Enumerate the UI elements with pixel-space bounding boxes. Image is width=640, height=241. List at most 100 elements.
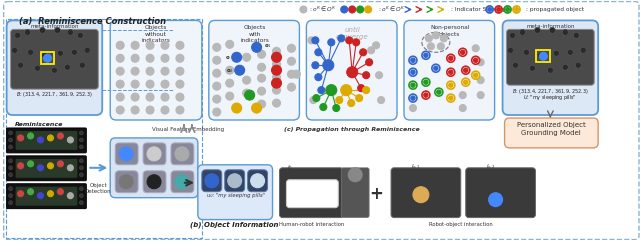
Circle shape [575, 62, 581, 68]
Circle shape [477, 92, 484, 99]
Circle shape [243, 89, 251, 97]
Circle shape [320, 104, 327, 111]
Circle shape [40, 27, 45, 33]
Circle shape [573, 32, 579, 38]
Circle shape [146, 80, 154, 88]
Circle shape [424, 53, 428, 57]
Circle shape [58, 161, 63, 167]
Circle shape [447, 94, 455, 102]
Circle shape [315, 74, 322, 81]
Circle shape [472, 56, 479, 64]
Circle shape [463, 68, 468, 72]
Circle shape [131, 93, 139, 101]
Circle shape [146, 41, 154, 49]
Circle shape [205, 174, 219, 188]
Text: (c) Propagation through Reminiscence: (c) Propagation through Reminiscence [284, 127, 420, 132]
Circle shape [8, 166, 13, 170]
Circle shape [310, 97, 317, 104]
Circle shape [67, 137, 74, 143]
Circle shape [38, 137, 44, 143]
Circle shape [348, 168, 362, 182]
Circle shape [28, 49, 33, 55]
Circle shape [287, 44, 296, 52]
Circle shape [300, 6, 307, 13]
Circle shape [340, 6, 348, 13]
Circle shape [356, 6, 364, 13]
FancyBboxPatch shape [6, 156, 86, 181]
Text: $I_{o,2}$: $I_{o,2}$ [486, 163, 495, 171]
FancyBboxPatch shape [6, 128, 86, 153]
FancyBboxPatch shape [6, 20, 102, 115]
Circle shape [347, 67, 358, 78]
Circle shape [486, 6, 493, 13]
Circle shape [365, 59, 372, 66]
Circle shape [273, 73, 280, 81]
FancyBboxPatch shape [15, 159, 77, 178]
Circle shape [422, 78, 430, 86]
Circle shape [426, 35, 433, 42]
Circle shape [540, 52, 547, 60]
FancyBboxPatch shape [404, 20, 495, 120]
Circle shape [131, 67, 139, 75]
Circle shape [338, 35, 345, 42]
Circle shape [79, 173, 83, 177]
Circle shape [79, 138, 83, 142]
Circle shape [161, 41, 169, 49]
Circle shape [271, 78, 282, 88]
Circle shape [497, 7, 500, 11]
Circle shape [8, 138, 13, 142]
Circle shape [348, 100, 355, 107]
Circle shape [409, 56, 417, 64]
Circle shape [460, 105, 466, 112]
Circle shape [47, 191, 54, 197]
Circle shape [449, 83, 453, 87]
Circle shape [131, 80, 139, 88]
Circle shape [228, 174, 242, 188]
Circle shape [24, 29, 31, 35]
Circle shape [42, 52, 47, 58]
Circle shape [212, 69, 221, 77]
Circle shape [435, 88, 443, 96]
FancyBboxPatch shape [143, 143, 166, 165]
Circle shape [146, 106, 154, 114]
Circle shape [257, 50, 266, 58]
Circle shape [38, 165, 44, 171]
Circle shape [72, 49, 77, 55]
Text: : propagated object: : propagated object [527, 7, 584, 12]
Circle shape [360, 49, 367, 56]
Circle shape [326, 85, 337, 96]
Circle shape [79, 62, 85, 68]
Text: $I_0$: $I_0$ [287, 163, 292, 172]
Circle shape [8, 159, 13, 163]
Circle shape [8, 194, 13, 198]
Circle shape [58, 50, 63, 56]
Text: until
converge: until converge [336, 27, 369, 40]
FancyBboxPatch shape [143, 171, 166, 193]
Text: $\mathbf{o}$: $\mathbf{o}$ [225, 54, 230, 61]
FancyBboxPatch shape [4, 1, 639, 240]
Circle shape [508, 47, 513, 53]
Circle shape [424, 93, 428, 97]
Circle shape [422, 51, 430, 59]
Circle shape [18, 135, 24, 141]
Circle shape [67, 165, 74, 171]
Circle shape [346, 37, 353, 44]
Circle shape [116, 41, 124, 49]
Circle shape [287, 83, 296, 91]
Circle shape [146, 93, 154, 101]
Circle shape [520, 29, 525, 35]
Text: (b) Object Information: (b) Object Information [191, 221, 279, 228]
Circle shape [413, 187, 429, 203]
Circle shape [147, 175, 161, 189]
Circle shape [308, 37, 315, 44]
Circle shape [67, 193, 74, 199]
Text: $: o^R \in O^R$: $: o^R \in O^R$ [308, 5, 337, 14]
Circle shape [409, 68, 417, 76]
Circle shape [161, 54, 169, 62]
Circle shape [340, 85, 352, 96]
FancyBboxPatch shape [11, 29, 99, 89]
Text: "The object in
front is my
sleeping pills": "The object in front is my sleeping pill… [297, 183, 328, 196]
Circle shape [175, 147, 189, 161]
Circle shape [424, 80, 428, 84]
Circle shape [437, 43, 444, 50]
